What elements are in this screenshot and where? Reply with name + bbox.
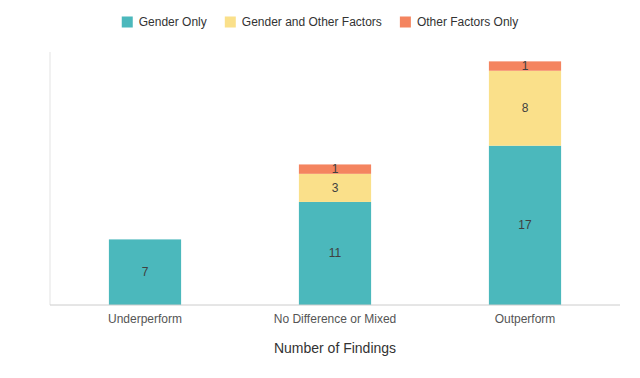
data-label: 3 — [332, 181, 339, 195]
data-label: 17 — [518, 218, 532, 232]
x-tick-label: Underperform — [108, 312, 182, 326]
bar-segment — [489, 146, 561, 305]
legend: Gender Only Gender and Other Factors Other… — [122, 15, 519, 29]
legend-swatch — [122, 17, 133, 28]
x-tick-label: No Difference or Mixed — [274, 312, 397, 326]
legend-swatch — [225, 17, 236, 28]
legend-label: Gender Only — [139, 15, 207, 29]
data-label: 1 — [522, 59, 529, 73]
data-label: 11 — [329, 246, 342, 260]
legend-label: Other Factors Only — [417, 15, 518, 29]
bar-segment — [489, 71, 561, 146]
x-axis-title: Number of Findings — [274, 340, 396, 356]
bar-segment — [299, 174, 371, 202]
bars — [109, 61, 561, 305]
legend-swatch — [400, 17, 411, 28]
data-label: 7 — [142, 265, 149, 279]
x-axis — [50, 305, 620, 306]
y-axis — [50, 52, 51, 305]
data-label: 1 — [332, 162, 339, 176]
data-labels: 711173811 — [142, 59, 532, 279]
chart: 711173811UnderperformNo Difference or Mi… — [0, 0, 640, 378]
x-tick-label: Outperform — [495, 312, 556, 326]
bar-segment — [109, 239, 181, 305]
data-label: 8 — [522, 101, 529, 115]
legend-label: Gender and Other Factors — [242, 15, 382, 29]
bar-segment — [109, 239, 181, 240]
bar-segment — [299, 202, 371, 305]
bar-segment — [109, 239, 181, 240]
